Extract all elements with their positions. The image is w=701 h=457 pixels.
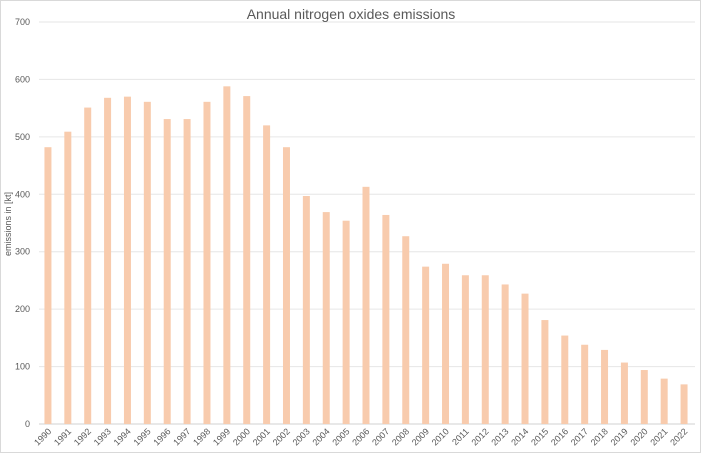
bar-2012 (481, 275, 489, 424)
x-tick-label: 1998 (191, 426, 212, 447)
bar-1990 (44, 147, 52, 425)
chart-title: Annual nitrogen oxides emissions (247, 6, 456, 22)
y-tick-label: 0 (25, 419, 30, 429)
x-tick-label: 2012 (469, 426, 490, 447)
x-tick-label: 2005 (330, 426, 351, 447)
bar-2013 (501, 284, 509, 424)
x-tick-label: 1991 (52, 426, 73, 447)
bar-2018 (601, 349, 609, 424)
x-tick-label: 1999 (211, 426, 232, 447)
bar-2003 (302, 196, 310, 424)
bar-2020 (640, 370, 648, 424)
x-tick-label: 2020 (628, 426, 649, 447)
x-tick-label: 2000 (231, 426, 252, 447)
x-tick-label: 2011 (450, 426, 471, 447)
bar-2021 (660, 378, 668, 424)
bar-1993 (104, 97, 112, 424)
bar-2009 (422, 266, 430, 424)
x-tick-label: 2016 (549, 426, 570, 447)
bar-2016 (561, 335, 569, 424)
x-tick-label: 2006 (350, 426, 371, 447)
x-tick-label: 2001 (251, 426, 272, 447)
x-tick-label: 1992 (72, 426, 93, 447)
x-tick-label: 1996 (151, 426, 172, 447)
bar-2022 (680, 384, 688, 424)
bar-2008 (402, 236, 410, 424)
y-axis-label: emissions in [kt] (3, 192, 13, 256)
y-tick-label: 400 (15, 189, 30, 199)
bar-1995 (143, 101, 151, 424)
x-tick-label: 1990 (32, 426, 53, 447)
x-tick-label: 2010 (430, 426, 451, 447)
bar-2015 (541, 320, 549, 424)
bar-1996 (163, 119, 171, 424)
x-tick-label: 2013 (489, 426, 510, 447)
y-tick-label: 100 (15, 362, 30, 372)
bar-2002 (282, 147, 290, 425)
y-tick-label: 200 (15, 304, 30, 314)
bar-1991 (64, 131, 72, 424)
y-tick-label: 300 (15, 247, 30, 257)
x-tick-label: 2018 (589, 426, 610, 447)
x-tick-label: 2004 (310, 426, 331, 447)
bar-2010 (442, 263, 450, 424)
bar-2019 (620, 362, 628, 424)
bar-1999 (223, 86, 231, 424)
bar-2001 (263, 125, 271, 424)
x-tick-label: 2017 (569, 426, 590, 447)
bar-1994 (123, 96, 131, 425)
x-tick-label: 2022 (668, 426, 689, 447)
y-tick-label: 700 (15, 17, 30, 27)
x-tick-label: 2021 (648, 426, 669, 447)
bar-2004 (322, 212, 330, 424)
x-tick-label: 2003 (291, 426, 312, 447)
x-tick-label: 2002 (271, 426, 292, 447)
bar-2011 (461, 275, 469, 424)
x-tick-label: 2007 (370, 426, 391, 447)
bar-2017 (581, 344, 589, 424)
x-tick-label: 2008 (390, 426, 411, 447)
bar-2014 (521, 293, 529, 424)
x-tick-label: 1993 (92, 426, 113, 447)
x-tick-label: 1997 (171, 426, 192, 447)
x-tick-label: 1995 (132, 426, 153, 447)
x-tick-label: 2015 (529, 426, 550, 447)
y-tick-label: 500 (15, 132, 30, 142)
bar-2005 (342, 220, 350, 424)
x-tick-label: 2009 (410, 426, 431, 447)
bar-1998 (203, 101, 211, 424)
bar-1992 (84, 107, 92, 424)
bar-2007 (382, 214, 390, 424)
x-tick-label: 2019 (609, 426, 630, 447)
bar-1997 (183, 119, 191, 424)
bar-2006 (362, 186, 370, 424)
y-tick-label: 600 (15, 74, 30, 84)
x-tick-label: 2014 (509, 426, 530, 447)
bar-2000 (243, 96, 251, 424)
x-tick-label: 1994 (112, 426, 133, 447)
